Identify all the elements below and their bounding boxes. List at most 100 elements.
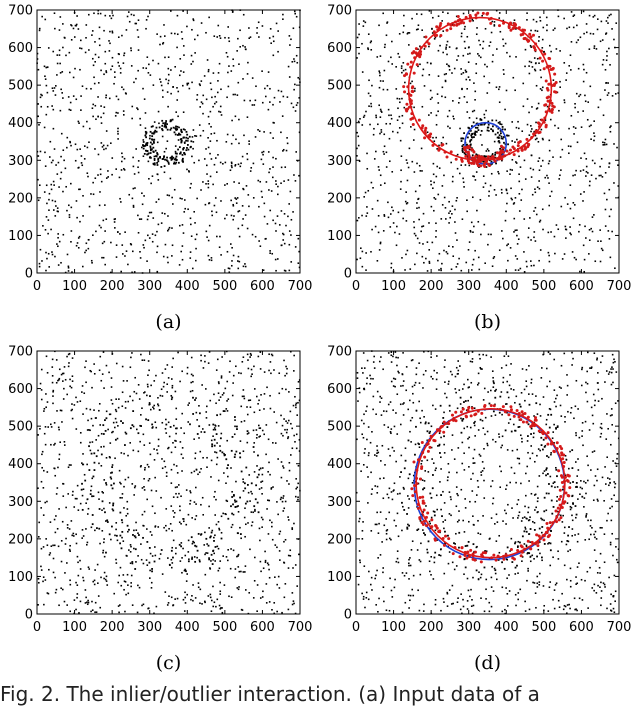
data-point <box>568 603 570 606</box>
data-point <box>46 592 49 594</box>
data-point <box>374 454 376 456</box>
cluster-point <box>148 561 151 564</box>
cluster-point <box>475 130 478 133</box>
data-point <box>256 32 258 34</box>
data-point <box>74 67 76 70</box>
cluster-point <box>209 535 212 538</box>
data-point <box>263 371 266 373</box>
data-point <box>58 240 61 243</box>
data-point <box>614 482 617 485</box>
data-point <box>176 14 179 17</box>
data-point <box>366 405 368 408</box>
data-point <box>232 204 235 207</box>
data-point <box>147 215 150 217</box>
data-point <box>208 16 210 19</box>
data-point <box>165 524 167 527</box>
data-point <box>101 491 104 493</box>
data-point <box>69 385 71 388</box>
data-point <box>219 37 222 39</box>
data-point <box>441 185 444 187</box>
data-point <box>368 570 370 573</box>
data-point <box>237 505 239 507</box>
data-point <box>68 216 71 219</box>
data-point <box>108 456 111 458</box>
data-point <box>490 586 493 588</box>
data-point <box>60 261 62 264</box>
data-point <box>611 414 613 416</box>
data-point <box>357 144 360 147</box>
data-point <box>63 159 65 162</box>
data-point <box>428 260 431 263</box>
data-point <box>120 584 123 587</box>
data-point <box>60 409 63 412</box>
data-point <box>105 96 107 99</box>
data-point <box>119 233 121 235</box>
cluster-point <box>470 134 473 137</box>
inlier-point <box>419 52 423 56</box>
data-point <box>390 491 393 493</box>
data-point <box>520 520 523 522</box>
data-point <box>578 224 581 226</box>
data-point <box>577 111 579 113</box>
inlier-point <box>509 21 513 25</box>
data-point <box>142 562 145 565</box>
data-point <box>251 233 254 236</box>
data-point <box>414 190 417 193</box>
inlier-point <box>538 56 542 60</box>
data-point <box>258 409 261 411</box>
data-point <box>69 610 71 613</box>
data-point <box>269 394 271 397</box>
data-point <box>129 366 132 369</box>
data-point <box>91 107 94 110</box>
data-point <box>423 85 426 87</box>
cluster-point <box>475 153 478 156</box>
data-point <box>507 134 510 137</box>
data-point <box>589 525 592 527</box>
data-point <box>371 208 374 210</box>
data-point <box>86 601 88 604</box>
data-point <box>416 202 418 204</box>
data-point <box>183 610 186 612</box>
data-point <box>556 394 558 397</box>
data-point <box>177 139 180 141</box>
data-point <box>55 85 57 87</box>
data-point <box>526 12 528 14</box>
data-point <box>62 23 64 25</box>
data-point <box>431 27 433 30</box>
data-point <box>147 479 150 482</box>
data-point <box>119 604 121 606</box>
data-point <box>117 138 119 140</box>
data-point <box>136 29 139 31</box>
data-point <box>177 115 179 118</box>
data-point <box>260 158 263 161</box>
data-point <box>532 520 534 523</box>
data-point <box>477 220 480 223</box>
cluster-point <box>500 137 503 140</box>
data-point <box>473 462 476 464</box>
data-point <box>156 173 159 176</box>
cluster-point <box>169 426 172 428</box>
data-point <box>60 373 63 376</box>
data-point <box>382 230 385 232</box>
data-point <box>391 40 393 43</box>
data-point <box>459 365 461 367</box>
data-point <box>405 159 408 161</box>
data-point <box>99 168 102 171</box>
data-point <box>473 225 475 228</box>
cluster-point <box>180 140 183 143</box>
data-point <box>605 32 608 34</box>
data-point <box>455 565 458 567</box>
data-point <box>408 147 411 150</box>
data-point <box>88 49 90 51</box>
data-point <box>477 372 480 375</box>
data-point <box>57 466 59 469</box>
data-point <box>380 110 382 112</box>
inlier-point <box>468 19 472 23</box>
data-point <box>81 265 84 268</box>
data-point <box>575 92 578 95</box>
cluster-point <box>226 467 229 470</box>
data-point <box>617 185 620 187</box>
data-point <box>162 42 164 45</box>
data-point <box>221 611 224 614</box>
data-point <box>217 425 220 427</box>
